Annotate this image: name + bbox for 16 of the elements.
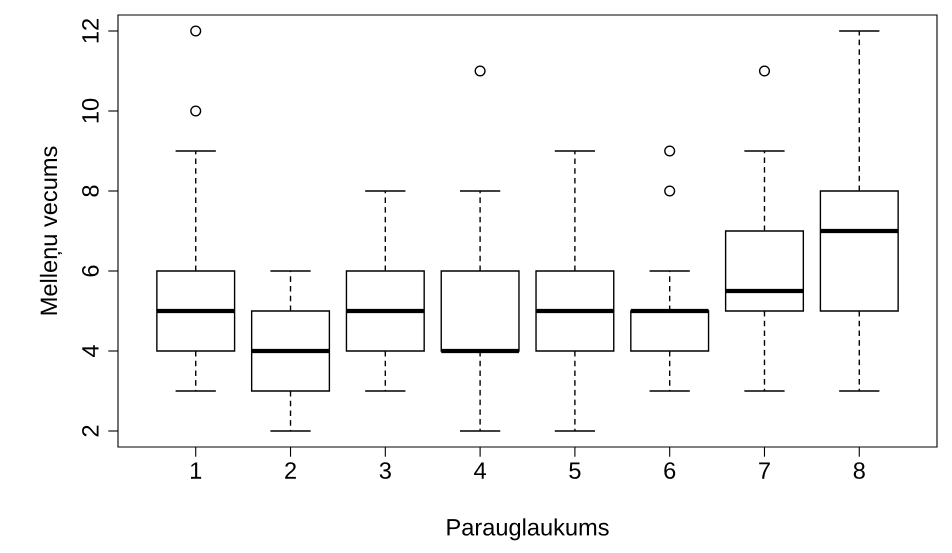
y-axis-title: Melleņu vecums (40, 146, 62, 314)
x-tick-label: 7 (759, 462, 770, 479)
y-tick-label: 10 (82, 98, 99, 122)
x-axis-title: Parauglaukums (447, 518, 609, 540)
y-tick-label: 8 (82, 185, 99, 197)
x-tick-label: 2 (285, 462, 296, 479)
x-tick-label: 6 (664, 462, 676, 479)
x-tick-label: 5 (569, 462, 580, 479)
x-tick-label: 1 (190, 462, 202, 479)
y-tick-label: 4 (82, 345, 99, 358)
x-tick-label: 4 (474, 462, 486, 479)
y-tick-label: 12 (82, 19, 99, 42)
x-tick-label: 3 (380, 462, 391, 479)
y-tick-label: 2 (82, 426, 99, 436)
x-tick-label: 8 (854, 462, 865, 479)
y-tick-label: 6 (82, 265, 99, 276)
